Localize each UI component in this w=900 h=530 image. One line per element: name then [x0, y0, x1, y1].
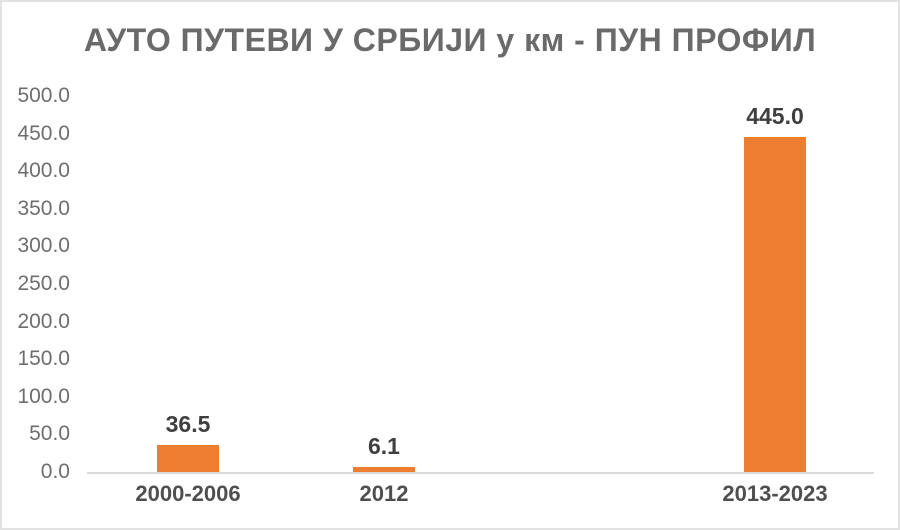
bar	[353, 467, 415, 472]
y-axis-tick-label: 500.0	[17, 84, 70, 107]
y-axis-tick-label: 100.0	[17, 384, 70, 408]
bar	[157, 445, 219, 472]
bar-value-label: 445.0	[746, 103, 804, 129]
y-axis-tick-label: 200.0	[17, 309, 70, 333]
x-axis-line	[87, 472, 874, 474]
y-axis-tick-label: 350.0	[17, 196, 70, 220]
chart-title: АУТО ПУТЕВИ У СРБИЈИ у км - ПУН ПРОФИЛ	[83, 22, 817, 58]
y-axis-tick-label: 250.0	[17, 272, 70, 295]
x-axis-label: 2013-2023	[722, 481, 828, 506]
bar	[744, 137, 806, 472]
bar-value-label: 6.1	[368, 433, 400, 459]
y-axis-tick-label: 150.0	[17, 347, 70, 371]
x-axis-label: 2012	[359, 481, 409, 506]
y-axis-tick-label: 50.0	[29, 422, 70, 446]
y-axis-tick-label: 300.0	[17, 234, 70, 258]
bar-value-label: 36.5	[165, 411, 211, 437]
y-axis-tick-label: 0.0	[40, 460, 70, 483]
x-axis-label: 2000-2006	[135, 481, 241, 506]
y-axis-tick-label: 400.0	[17, 159, 70, 183]
y-axis-tick-label: 450.0	[17, 121, 70, 145]
